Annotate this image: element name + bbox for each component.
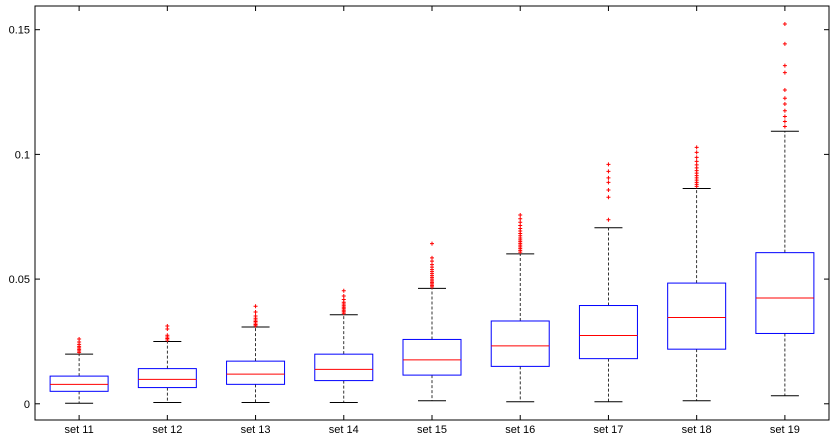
outlier-point xyxy=(782,70,787,75)
outlier-point xyxy=(430,241,434,246)
outlier-point xyxy=(341,297,346,302)
x-tick-label: set 15 xyxy=(417,424,447,436)
outlier-point xyxy=(782,41,787,46)
outlier-point xyxy=(341,294,346,299)
iqr-box xyxy=(755,252,815,334)
outlier-point xyxy=(518,212,523,217)
outlier-point xyxy=(782,108,787,113)
box-set-18 xyxy=(667,145,727,402)
iqr-box xyxy=(578,305,638,360)
outlier-point xyxy=(606,162,611,167)
outlier-point xyxy=(782,96,787,101)
outlier-point xyxy=(694,162,699,167)
outlier-point xyxy=(782,114,787,119)
iqr-box xyxy=(314,353,374,382)
x-tick-label: set 19 xyxy=(770,424,800,436)
outlier-point xyxy=(606,217,611,222)
x-tick-label: set 13 xyxy=(241,424,271,436)
box-set-19 xyxy=(755,21,815,397)
outlier-point xyxy=(341,288,346,293)
y-tick-label: 0.05 xyxy=(9,274,30,286)
outlier-point xyxy=(606,175,611,180)
outlier-point xyxy=(77,336,82,341)
outlier-point xyxy=(694,145,699,150)
x-tick-label: set 17 xyxy=(593,424,623,436)
x-tick-label: set 18 xyxy=(682,424,712,436)
plot-area xyxy=(34,5,830,421)
iqr-box xyxy=(137,368,197,389)
iqr-box xyxy=(226,360,286,385)
outlier-point xyxy=(253,310,258,315)
outlier-point xyxy=(694,155,699,160)
outlier-point xyxy=(165,333,170,338)
outlier-point xyxy=(518,220,523,225)
box-series xyxy=(49,21,815,404)
outlier-point xyxy=(782,102,787,107)
outlier-point xyxy=(782,21,787,26)
iqr-box xyxy=(490,320,550,367)
outlier-point xyxy=(518,216,523,221)
y-tick-label: 0 xyxy=(24,399,30,411)
box-set-11 xyxy=(49,336,109,404)
box-set-14 xyxy=(314,288,374,404)
box-set-13 xyxy=(226,304,286,404)
x-tick-label: set 11 xyxy=(65,424,94,436)
y-tick-label: 0.15 xyxy=(9,25,30,37)
outlier-point xyxy=(782,88,787,93)
outlier-point xyxy=(606,169,611,174)
outlier-point xyxy=(430,255,434,260)
y-tick-label: 0.1 xyxy=(15,149,30,161)
box-set-17 xyxy=(578,162,638,403)
y-axis: 0 0.05 0.1 0.15 xyxy=(9,25,829,411)
outlier-point xyxy=(430,262,434,267)
iqr-box xyxy=(402,338,462,376)
outlier-point xyxy=(782,119,787,124)
outlier-point xyxy=(606,195,611,200)
box-set-16 xyxy=(490,212,550,403)
box-set-12 xyxy=(137,323,197,404)
outlier-point xyxy=(782,124,787,129)
outlier-point xyxy=(694,159,699,164)
box-set-15 xyxy=(402,241,462,402)
outlier-point xyxy=(253,314,258,319)
outlier-point xyxy=(782,63,787,68)
x-tick-label: set 12 xyxy=(152,424,182,436)
x-tick-label: set 14 xyxy=(329,424,359,436)
iqr-box xyxy=(49,375,109,392)
outlier-point xyxy=(253,304,258,309)
outlier-point xyxy=(606,188,611,193)
outlier-point xyxy=(694,150,699,155)
x-tick-label: set 16 xyxy=(505,424,535,436)
x-axis: set 11 set 12 set 13 set 14 set 15 set 16 set … xyxy=(65,6,800,436)
outlier-point xyxy=(606,180,611,185)
iqr-box xyxy=(667,282,727,350)
outlier-point xyxy=(165,323,170,328)
